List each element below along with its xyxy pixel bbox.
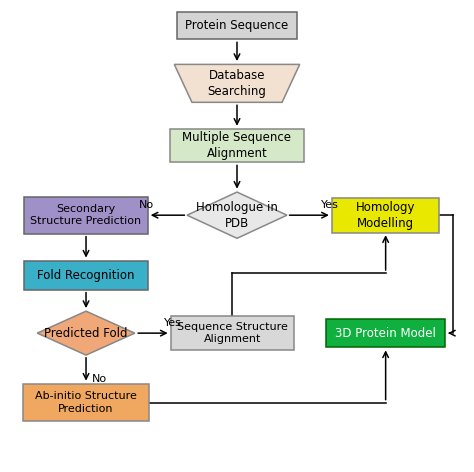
Text: Secondary
Structure Prediction: Secondary Structure Prediction (30, 204, 142, 227)
FancyBboxPatch shape (25, 261, 147, 290)
Text: Yes: Yes (321, 200, 339, 210)
Polygon shape (37, 311, 135, 355)
FancyBboxPatch shape (327, 319, 445, 347)
Polygon shape (174, 64, 300, 102)
Text: Fold Recognition: Fold Recognition (37, 269, 135, 282)
Text: 3D Protein Model: 3D Protein Model (335, 327, 436, 340)
Text: Protein Sequence: Protein Sequence (185, 19, 289, 32)
Text: Sequence Structure
Alignment: Sequence Structure Alignment (177, 322, 288, 345)
FancyBboxPatch shape (25, 197, 147, 234)
Polygon shape (187, 192, 287, 238)
FancyBboxPatch shape (332, 198, 439, 233)
Text: No: No (139, 200, 154, 210)
Text: No: No (91, 374, 107, 384)
FancyBboxPatch shape (23, 384, 149, 421)
Text: Ab-initio Structure
Prediction: Ab-initio Structure Prediction (35, 391, 137, 414)
Text: Yes: Yes (164, 318, 182, 328)
FancyBboxPatch shape (171, 316, 294, 351)
FancyBboxPatch shape (170, 129, 304, 162)
Text: Homology
Modelling: Homology Modelling (356, 201, 415, 230)
Text: Multiple Sequence
Alignment: Multiple Sequence Alignment (182, 131, 292, 160)
Text: Database
Searching: Database Searching (208, 69, 266, 98)
Text: Homologue in
PDB: Homologue in PDB (196, 201, 278, 230)
FancyBboxPatch shape (177, 12, 297, 40)
Text: Predicted Fold: Predicted Fold (44, 327, 128, 340)
